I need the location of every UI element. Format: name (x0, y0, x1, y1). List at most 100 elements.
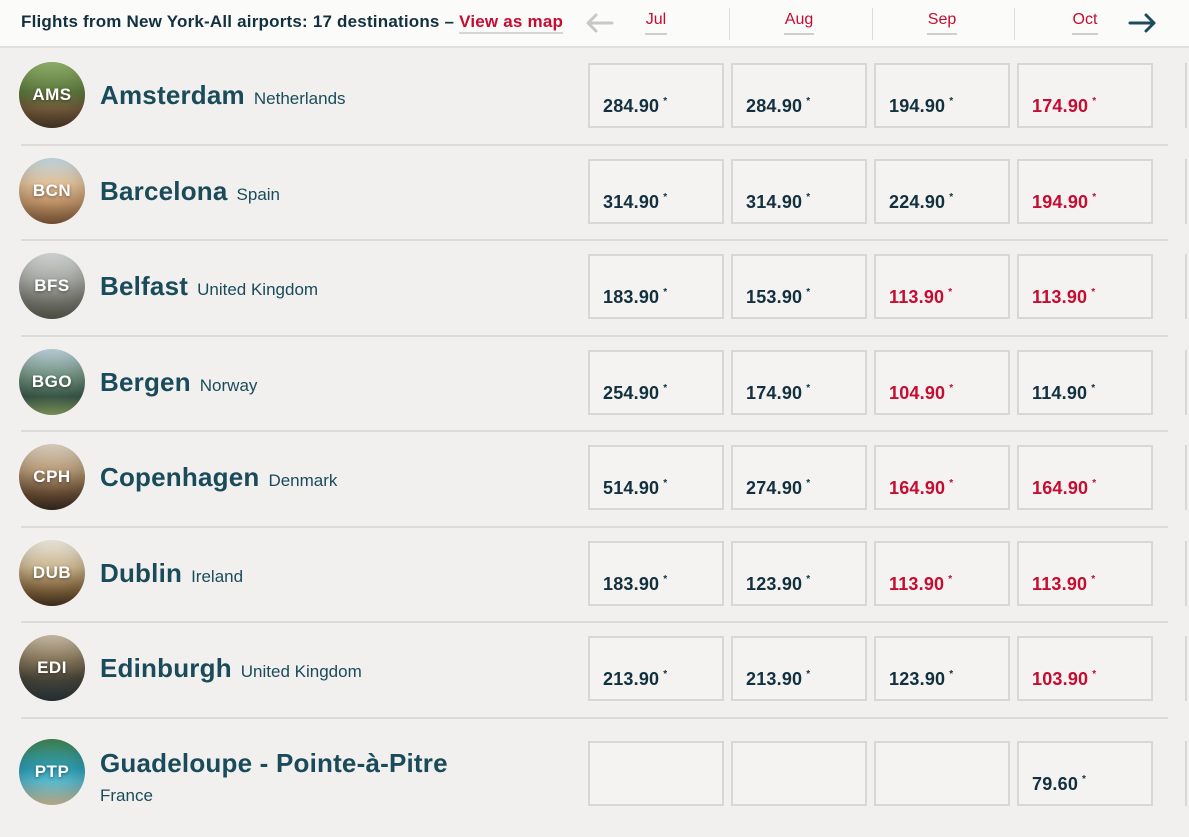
price-asterisk: * (663, 287, 668, 298)
price-cell[interactable]: 113.90 * (1017, 254, 1153, 319)
price-cell[interactable]: 194.90 * (874, 63, 1010, 128)
price-value: 113.90 * (1032, 573, 1096, 594)
destination-name-block: Amsterdam Netherlands (100, 48, 570, 144)
price-cell[interactable]: 174.90 * (731, 349, 867, 415)
destination-country: Ireland (191, 566, 244, 586)
price-asterisk: * (948, 287, 953, 298)
price-value: 113.90 * (1032, 287, 1096, 307)
price-cell[interactable]: 123.90 * (874, 636, 1010, 701)
price-cells: 213.90 * 213.90 * 123.90 * 103.90 * (588, 636, 1153, 701)
price-asterisk: * (663, 478, 668, 489)
month-header-jul[interactable]: Jul (588, 11, 724, 35)
price-asterisk: * (949, 191, 954, 203)
price-asterisk: * (806, 96, 811, 107)
price-asterisk: * (806, 669, 811, 680)
price-value: 183.90 * (603, 573, 668, 594)
price-asterisk: * (1091, 573, 1096, 585)
price-cell[interactable]: 194.90 * (1017, 158, 1153, 224)
price-value: 79.60 * (1032, 773, 1087, 794)
price-cell[interactable]: 183.90 * (588, 254, 724, 319)
month-header-oct-label[interactable]: Oct (1071, 11, 1099, 35)
price-value: 194.90 * (889, 96, 954, 116)
previous-months-button[interactable] (582, 9, 616, 37)
price-cell[interactable]: 254.90 * (588, 349, 724, 415)
price-value: 274.90 * (746, 478, 811, 498)
destination-country: United Kingdom (197, 280, 319, 300)
destination-photo: EDI (19, 635, 85, 701)
price-asterisk: * (949, 382, 954, 394)
page-title: Flights from New York-All airports: 17 d… (21, 12, 564, 34)
destination-code: BGO (31, 371, 73, 391)
price-cell[interactable]: 113.90 * (1017, 540, 1153, 606)
destination-code: CPH (33, 467, 71, 486)
destination-row: BCN Barcelona Spain 314.90 * 314.90 * 224.… (0, 143, 1189, 240)
price-asterisk: * (806, 573, 811, 585)
price-cell[interactable]: 213.90 * (731, 636, 867, 701)
price-cell[interactable]: 174.90 * (1017, 63, 1153, 128)
price-cell[interactable]: 164.90 * (1017, 445, 1153, 510)
price-value: 514.90 * (603, 478, 668, 498)
price-cell[interactable]: 224.90 * (874, 158, 1010, 224)
destination-photo: BCN (19, 157, 85, 224)
price-value: 123.90 * (746, 573, 811, 594)
next-column-edge (1185, 63, 1189, 128)
price-cell[interactable]: 113.90 * (874, 254, 1010, 319)
month-header-aug-label[interactable]: Aug (783, 11, 815, 35)
destination-row: AMS Amsterdam Netherlands 284.90 * 284.90… (0, 48, 1189, 144)
price-cell[interactable]: 113.90 * (874, 540, 1010, 606)
price-value: 103.90 * (1032, 669, 1097, 689)
price-cell[interactable]: 183.90 * (588, 540, 724, 606)
destination-country: Netherlands (253, 89, 346, 109)
price-cell[interactable]: 103.90 * (1017, 636, 1153, 701)
view-as-map-link[interactable]: View as map (459, 12, 564, 34)
price-value: 174.90 * (746, 382, 811, 403)
destination-city: Bergen (100, 366, 191, 397)
destination-country: Norway (199, 375, 258, 395)
price-asterisk: * (1092, 96, 1097, 107)
price-cell[interactable]: 284.90 * (731, 63, 867, 128)
destination-row: BFS Belfast United Kingdom 183.90 * 153.9… (0, 239, 1189, 335)
destination-photo: BFS (19, 253, 85, 319)
price-value: 153.90 * (746, 287, 811, 307)
month-header-sep-label[interactable]: Sep (926, 11, 958, 35)
price-cell[interactable]: 114.90 * (1017, 349, 1153, 415)
arrow-left-icon (586, 13, 614, 33)
next-column-edge (1185, 540, 1189, 606)
month-header-jul-label[interactable]: Jul (644, 11, 668, 35)
price-cell[interactable]: 79.60 * (1017, 740, 1153, 806)
destination-code: AMS (32, 85, 72, 104)
month-header-oct[interactable]: Oct (1017, 11, 1153, 35)
price-cell[interactable]: 284.90 * (588, 63, 724, 128)
price-value: 314.90 * (746, 191, 811, 212)
destination-photo: BGO (19, 348, 85, 415)
price-cell[interactable]: 514.90 * (588, 445, 724, 510)
destination-city: Belfast (100, 271, 189, 302)
next-months-button[interactable] (1126, 9, 1160, 37)
next-column-edge (1185, 349, 1189, 415)
destination-name-block: Edinburgh United Kingdom (100, 621, 570, 717)
price-cell[interactable]: 213.90 * (588, 636, 724, 701)
price-cell[interactable]: 314.90 * (588, 158, 724, 224)
price-cell[interactable]: 164.90 * (874, 445, 1010, 510)
price-cells: 183.90 * 153.90 * 113.90 * 113.90 * (588, 254, 1153, 319)
price-value: 284.90 * (603, 96, 668, 116)
destination-code: BFS (34, 276, 70, 295)
price-cells: 79.60 * (588, 740, 1153, 806)
price-asterisk: * (1082, 773, 1087, 785)
price-cell[interactable]: 314.90 * (731, 158, 867, 224)
price-cell (588, 740, 724, 806)
price-cell (731, 740, 867, 806)
price-cell[interactable]: 274.90 * (731, 445, 867, 510)
price-value: 114.90 * (1032, 382, 1096, 403)
destination-row: EDI Edinburgh United Kingdom 213.90 * 213… (0, 621, 1189, 717)
month-header-sep[interactable]: Sep (874, 11, 1010, 35)
month-header-aug[interactable]: Aug (731, 11, 867, 35)
price-value: 194.90 * (1032, 191, 1097, 212)
price-cell[interactable]: 153.90 * (731, 254, 867, 319)
price-cell[interactable]: 104.90 * (874, 349, 1010, 415)
price-asterisk: * (1091, 382, 1096, 394)
price-cells: 314.90 * 314.90 * 224.90 * 194.90 * (588, 158, 1153, 224)
price-cell[interactable]: 123.90 * (731, 540, 867, 606)
destination-name-block: Belfast United Kingdom (100, 239, 570, 335)
destination-row: DUB Dublin Ireland 183.90 * 123.90 * 113.9… (0, 525, 1189, 622)
